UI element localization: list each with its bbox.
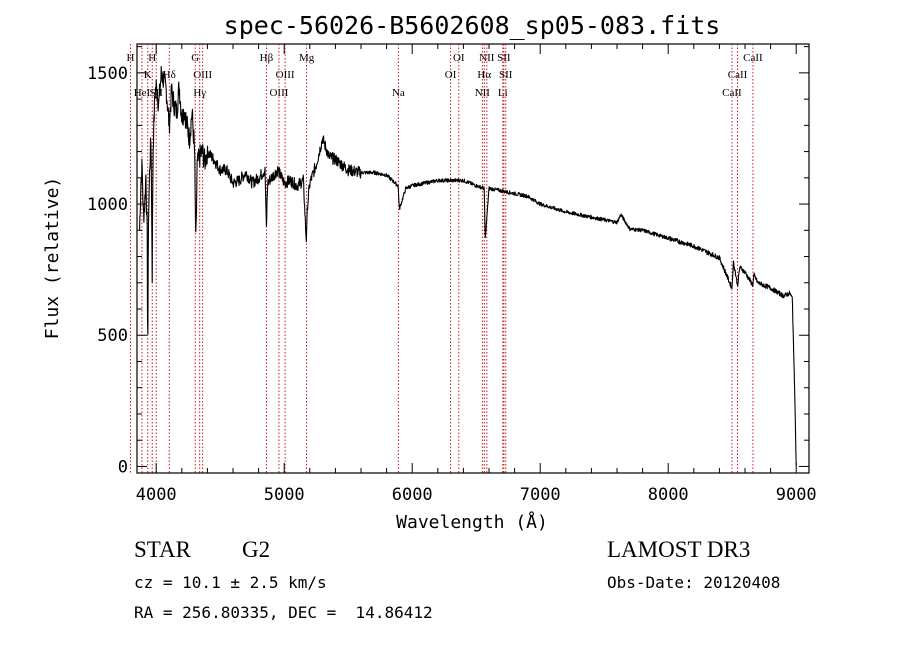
axis-tick-labels: 4000 5000 6000 7000 8000 9000 0 500 1000 1500	[87, 64, 817, 505]
line-marker-label: SII	[497, 52, 511, 64]
flux-series	[139, 65, 797, 466]
line-marker-label: OI	[445, 69, 457, 81]
line-marker-label: OIII	[276, 69, 295, 81]
obs-date: Obs-Date: 20120408	[607, 573, 781, 592]
x-tick-label: 4000	[136, 485, 177, 505]
line-marker-label: H	[148, 52, 156, 64]
line-marker-label: CaII	[743, 52, 763, 64]
line-marker-label: Hγ	[193, 87, 206, 99]
line-marker-label: Hα	[477, 69, 491, 81]
line-marker-label: CaII	[728, 69, 748, 81]
line-marker-label: H	[126, 52, 134, 64]
object-subclass: G2	[242, 537, 271, 562]
coordinates-readout: RA = 256.80335, DEC = 14.86412	[134, 603, 433, 622]
line-marker-label: NII	[475, 87, 491, 99]
redshift-readout: cz = 10.1 ± 2.5 km/s	[134, 573, 327, 592]
line-marker-label: HeI	[134, 87, 151, 99]
y-tick-label: 0	[118, 457, 128, 477]
line-marker-label: CaII	[722, 87, 742, 99]
plot-frame	[136, 43, 810, 474]
y-axis-label: Flux (relative)	[42, 177, 63, 340]
x-tick-label: 8000	[648, 485, 689, 505]
chart-title: spec-56026-B5602608_sp05-083.fits	[224, 11, 721, 40]
line-marker-label: K	[144, 69, 152, 81]
survey-name: LAMOST DR3	[607, 537, 751, 562]
line-marker-label: Na	[392, 87, 405, 99]
line-marker-label: Li	[498, 87, 508, 99]
flux-line	[139, 65, 797, 466]
line-marker-label: SII	[499, 69, 513, 81]
x-tick-label: 7000	[520, 485, 561, 505]
line-marker-label: OI	[453, 52, 465, 64]
x-tick-label: 6000	[392, 485, 433, 505]
line-marker-label: OIII	[269, 87, 288, 99]
x-tick-label: 9000	[776, 485, 817, 505]
axis-ticks	[137, 44, 809, 473]
object-class: STAR	[134, 537, 191, 562]
line-marker-label: Hδ	[163, 69, 176, 81]
line-marker-label: Mg	[299, 52, 315, 64]
y-tick-label: 500	[97, 326, 128, 346]
x-axis-label: Wavelength (Å)	[396, 511, 548, 533]
spectral-line-markers: HKHeIHHδSIIGOIIIHγHβOIIIOIIIMgNaOIOINIIH…	[126, 44, 763, 473]
line-marker-label: G	[191, 52, 199, 64]
y-tick-label: 1500	[87, 64, 128, 84]
y-tick-label: 1000	[87, 195, 128, 215]
line-marker-label: OIII	[193, 69, 212, 81]
line-marker-label: Hβ	[260, 52, 274, 64]
line-marker-label: NII	[479, 52, 495, 64]
x-tick-label: 5000	[264, 485, 305, 505]
